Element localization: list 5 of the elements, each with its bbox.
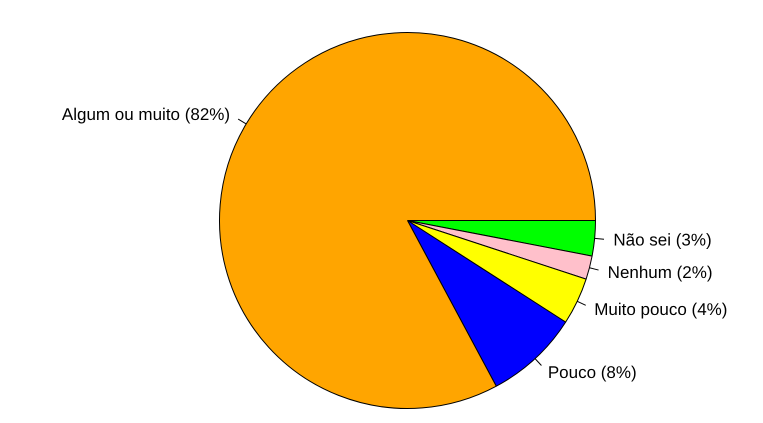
- slice-label: Nenhum (2%): [608, 262, 713, 282]
- slice-label: Pouco (8%): [548, 362, 637, 382]
- slice-label: Algum ou muito (82%): [62, 104, 230, 124]
- slice-label: Muito pouco (4%): [594, 300, 728, 319]
- slice-label: Não sei (3%): [613, 230, 712, 250]
